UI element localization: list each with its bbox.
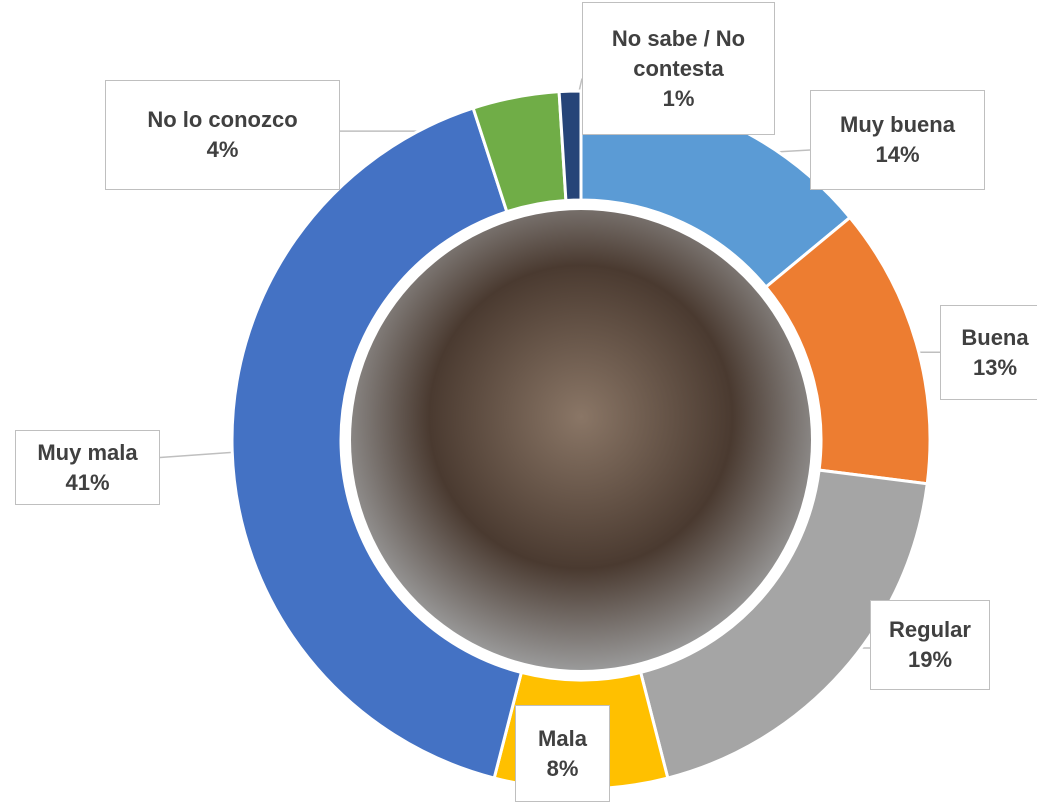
value-label: 8% [546,755,579,781]
category-label: No sabe / No contesta [611,25,746,81]
category-label: Buena [961,324,1029,350]
value-label: 4% [206,137,239,162]
value-label: 41% [65,469,110,495]
category-label: Muy mala [37,439,138,465]
value-label: 13% [972,354,1018,380]
data-label: Regular 19% [870,600,990,690]
category-label: Muy buena [840,112,955,137]
donut-slice [557,89,583,203]
data-label: Mala 8% [515,705,610,802]
category-label: Regular [889,617,971,642]
data-label: No sabe / No contesta 1% [582,2,775,135]
value-label: 1% [662,85,695,111]
value-label: 14% [875,142,920,167]
category-label: Mala [538,725,587,751]
data-label: Muy mala 41% [15,430,160,505]
category-label: No lo conozco [147,107,298,132]
data-label: Muy buena 14% [810,90,985,190]
center-photo [351,210,811,670]
donut-slice [230,106,524,780]
value-label: 19% [907,647,953,672]
data-label: No lo conozco 4% [105,80,340,190]
data-label: Buena 13% [940,305,1037,400]
